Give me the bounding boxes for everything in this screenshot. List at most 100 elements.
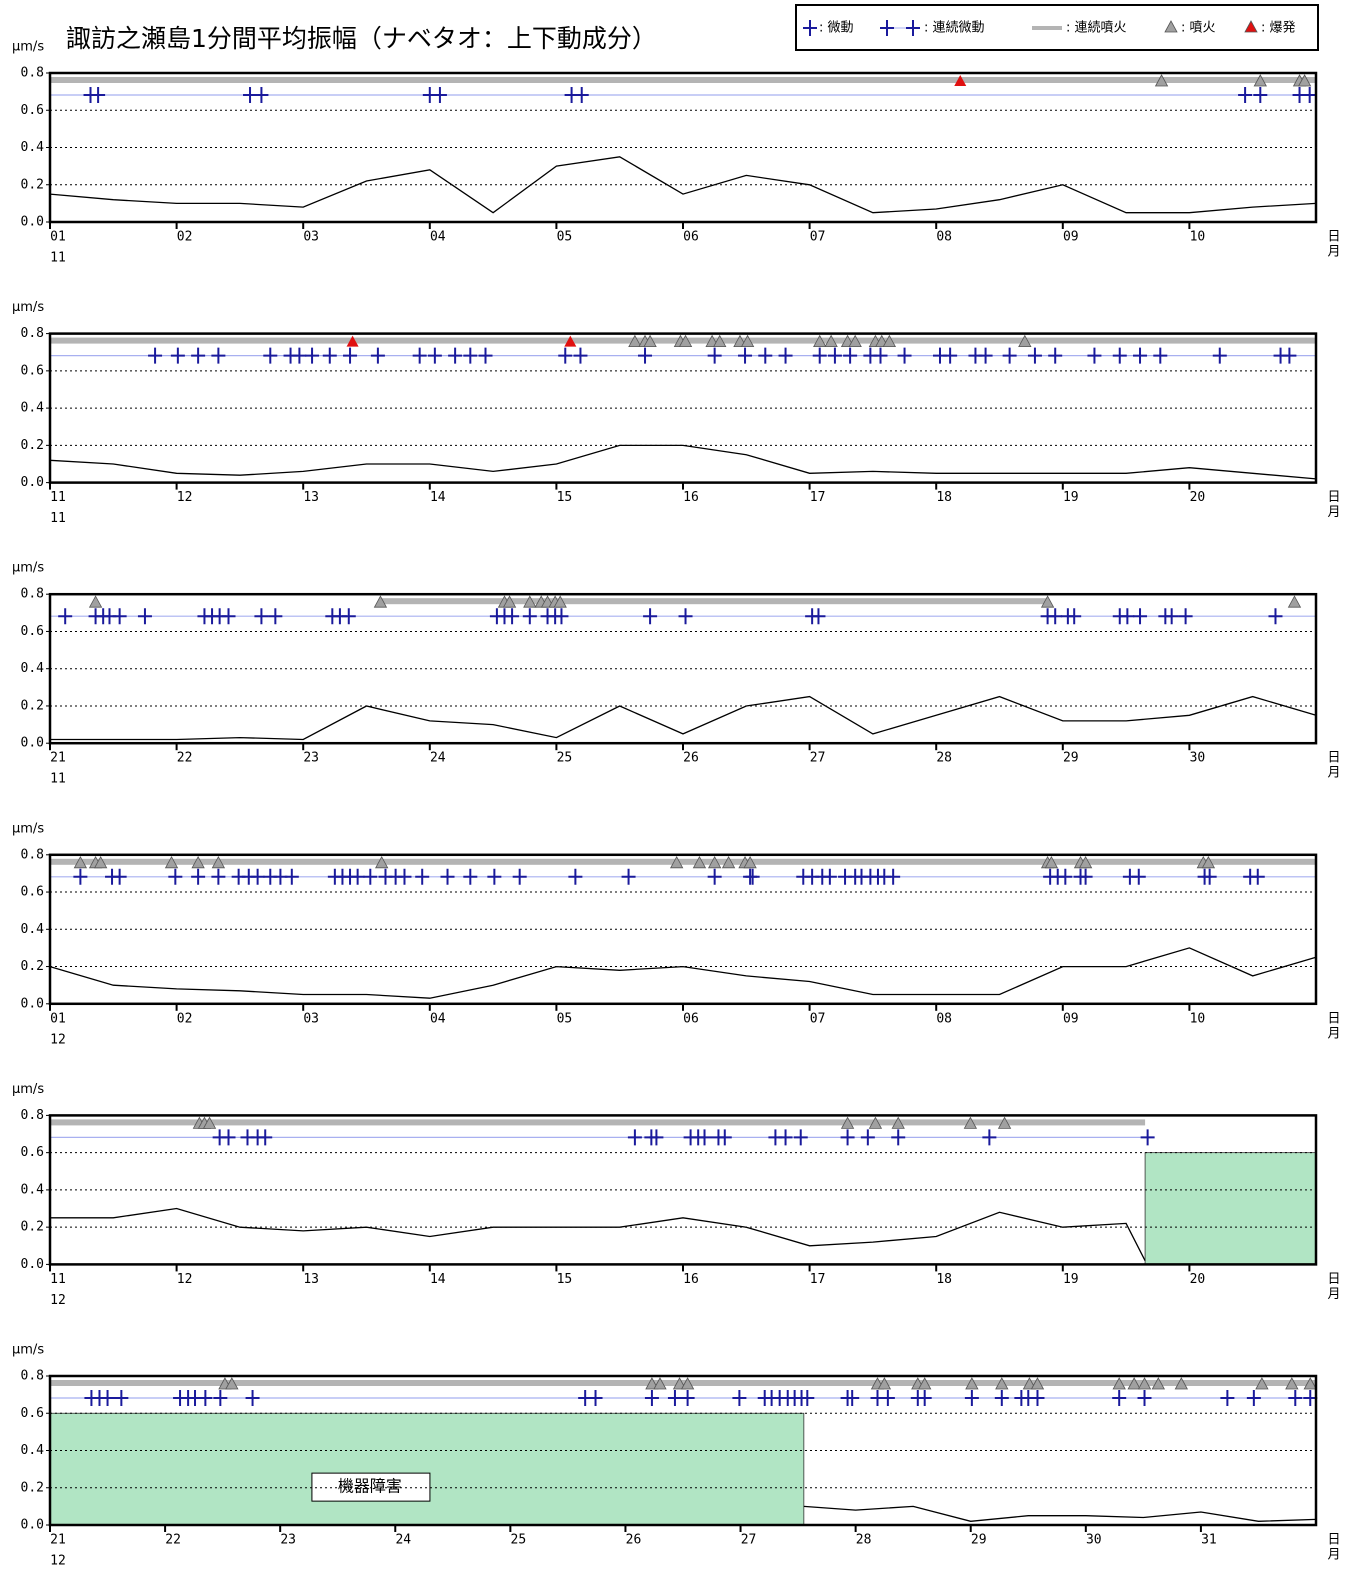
tremor-marker xyxy=(512,868,527,885)
eruption-marker xyxy=(93,855,108,869)
tremor-marker xyxy=(112,868,127,885)
tremor-marker xyxy=(800,1390,815,1406)
tremor-marker xyxy=(745,868,760,885)
tremor-marker xyxy=(258,1129,273,1146)
continuous-eruption xyxy=(380,598,1048,605)
eruption-marker xyxy=(848,334,862,348)
amplitude-line xyxy=(49,156,1317,214)
tremor-marker xyxy=(370,347,385,364)
eruption-marker xyxy=(1137,1377,1152,1390)
tremor-marker xyxy=(350,868,365,885)
tremor-marker xyxy=(1140,1129,1155,1146)
x-tick-label: 16 xyxy=(683,1272,699,1287)
plot-frame xyxy=(48,332,1318,484)
tremor-marker xyxy=(897,347,912,364)
x-axis-day: 日 xyxy=(1327,1533,1340,1548)
tremor-marker xyxy=(1202,868,1217,885)
eruption-marker xyxy=(225,1377,239,1390)
y-tick-label: 0.4 xyxy=(21,140,45,155)
eruption-marker xyxy=(1044,855,1059,869)
tremor-marker xyxy=(621,868,636,885)
tremor-marker xyxy=(873,347,888,364)
tremor-marker xyxy=(245,1390,260,1406)
y-axis-label: μm/s xyxy=(12,821,44,836)
eruption-marker xyxy=(1255,1377,1269,1390)
tremor-marker xyxy=(880,1390,895,1406)
tremor-marker xyxy=(1238,87,1253,103)
eruption-marker xyxy=(1297,74,1312,87)
tremor-marker xyxy=(305,347,320,364)
eruption-marker xyxy=(692,855,707,869)
tremor-marker xyxy=(994,1390,1009,1406)
tremor-marker xyxy=(891,1129,906,1146)
x-tick-label: 03 xyxy=(303,230,319,245)
tremor-marker xyxy=(697,1129,712,1146)
y-tick-label: 0.0 xyxy=(21,215,44,230)
tremor-marker xyxy=(860,1129,875,1146)
x-tick-label: 26 xyxy=(626,1533,642,1548)
outage-label: 機器障害 xyxy=(338,1477,402,1496)
tremor-marker xyxy=(292,347,307,364)
eruption-marker xyxy=(191,855,205,869)
tremor-marker xyxy=(758,347,773,364)
x-tick-label: 30 xyxy=(1190,751,1206,766)
y-tick-label: 0.2 xyxy=(21,1480,44,1495)
tremor-marker xyxy=(211,868,226,885)
y-tick-label: 0.6 xyxy=(21,885,44,900)
x-tick-label: 14 xyxy=(430,490,446,505)
tremor-marker xyxy=(588,1390,603,1406)
tremor-marker xyxy=(1048,608,1063,625)
eruption-marker xyxy=(211,855,226,869)
eruption-marker xyxy=(1154,74,1169,87)
eruption-marker xyxy=(997,1116,1012,1129)
tremor-marker xyxy=(397,868,412,885)
tremor-marker xyxy=(254,608,269,625)
eruption-marker xyxy=(1030,1377,1045,1390)
outage-label-box xyxy=(311,1472,431,1502)
tremor-marker xyxy=(574,87,589,103)
y-tick-label: 0.6 xyxy=(21,1145,44,1160)
tremor-marker xyxy=(845,1390,860,1406)
tremor-marker xyxy=(732,1390,747,1406)
tremor-marker xyxy=(58,608,73,625)
tremor-marker xyxy=(558,347,573,364)
tremor-marker xyxy=(554,608,569,625)
tremor-marker xyxy=(1112,1390,1127,1406)
tremor-marker xyxy=(137,608,152,625)
explosion-marker xyxy=(346,335,359,347)
tremor-marker xyxy=(198,1390,213,1406)
x-tick-label: 11 xyxy=(50,1272,66,1287)
x-tick-label: 12 xyxy=(177,490,193,505)
x-tick-label: 08 xyxy=(936,230,952,245)
eruption-marker xyxy=(653,1377,667,1390)
x-tick-label: 02 xyxy=(177,230,193,245)
tremor-marker xyxy=(263,347,278,364)
eruption-marker xyxy=(672,1377,687,1390)
explosion-marker xyxy=(954,75,967,86)
eruption-marker xyxy=(868,1116,883,1129)
tremor-marker xyxy=(268,608,283,625)
tremor-marker xyxy=(1153,347,1168,364)
tremor-marker xyxy=(793,1129,808,1146)
legend-icon xyxy=(880,20,920,36)
x-tick-label: 04 xyxy=(430,1011,446,1026)
tremor-marker xyxy=(1133,347,1148,364)
eruption-marker xyxy=(1112,1377,1126,1390)
legend-label: : 微動 xyxy=(819,21,854,36)
tremor-marker xyxy=(211,347,226,364)
x-tick-label: 05 xyxy=(557,230,573,245)
x-tick-label: 18 xyxy=(936,490,952,505)
x-tick-label: 07 xyxy=(810,1011,826,1026)
tremor-marker xyxy=(412,347,427,364)
tremor-marker xyxy=(649,1129,664,1146)
y-tick-label: 0.6 xyxy=(21,624,44,639)
x-tick-label: 02 xyxy=(177,1011,193,1026)
tremor-marker xyxy=(840,1129,855,1146)
x-tick-label: 12 xyxy=(177,1272,193,1287)
x-tick-label: 28 xyxy=(856,1533,872,1548)
x-tick-label: 29 xyxy=(1063,751,1079,766)
x-tick-label: 09 xyxy=(1063,230,1079,245)
y-tick-label: 0.2 xyxy=(21,959,44,974)
x-tick-label: 28 xyxy=(936,751,952,766)
